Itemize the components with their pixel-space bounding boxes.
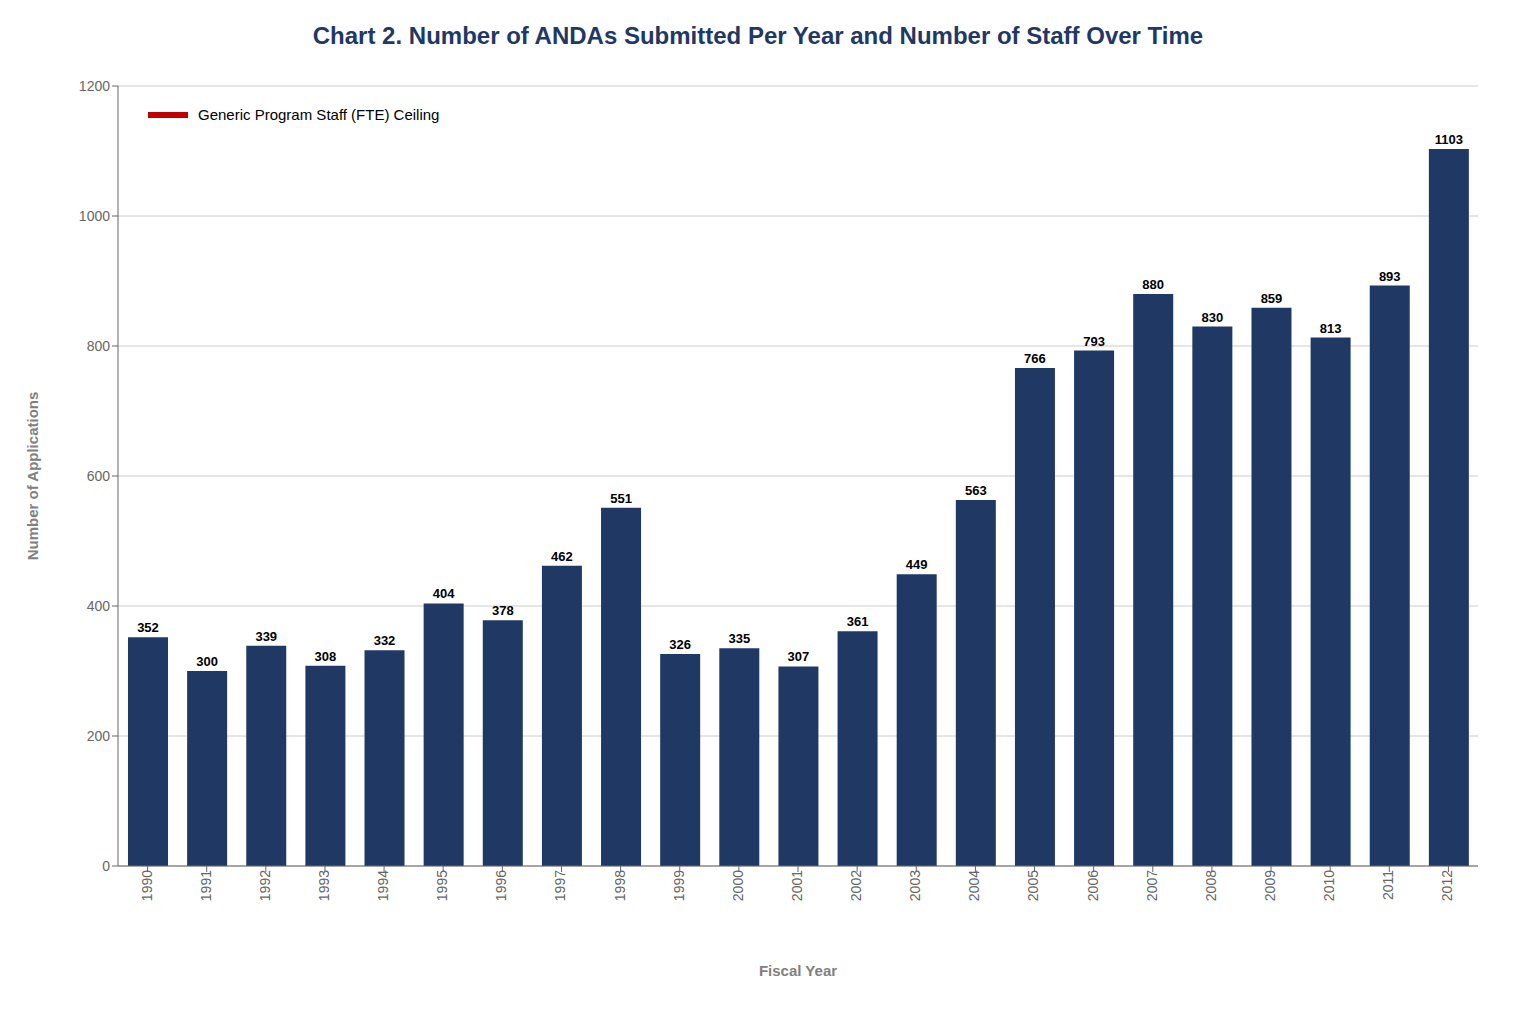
svg-text:563: 563 xyxy=(965,483,987,498)
svg-text:1991: 1991 xyxy=(198,870,214,901)
svg-text:2010: 2010 xyxy=(1321,870,1337,901)
svg-text:335: 335 xyxy=(728,631,750,646)
svg-text:830: 830 xyxy=(1201,310,1223,325)
svg-text:378: 378 xyxy=(492,603,514,618)
svg-text:2005: 2005 xyxy=(1025,870,1041,901)
svg-text:462: 462 xyxy=(551,549,573,564)
svg-text:339: 339 xyxy=(255,629,277,644)
svg-text:1992: 1992 xyxy=(257,870,273,901)
svg-text:1994: 1994 xyxy=(375,870,391,901)
svg-text:326: 326 xyxy=(669,637,691,652)
svg-text:308: 308 xyxy=(315,649,337,664)
html-text:Generic Program Staff (FTE) Ce: Generic Program Staff (FTE) Ceiling xyxy=(198,106,440,123)
svg-text:2012: 2012 xyxy=(1439,870,1455,901)
svg-text:551: 551 xyxy=(610,491,632,506)
svg-text:2000: 2000 xyxy=(730,870,746,901)
svg-text:200: 200 xyxy=(87,728,111,744)
svg-text:2004: 2004 xyxy=(966,870,982,901)
svg-text:1000: 1000 xyxy=(79,208,110,224)
svg-text:449: 449 xyxy=(906,557,928,572)
svg-text:1997: 1997 xyxy=(552,870,568,901)
svg-text:800: 800 xyxy=(87,338,111,354)
svg-text:2002: 2002 xyxy=(848,870,864,901)
svg-text:2011: 2011 xyxy=(1380,870,1396,900)
svg-text:2009: 2009 xyxy=(1262,870,1278,901)
svg-text:361: 361 xyxy=(847,614,869,629)
svg-text:400: 400 xyxy=(87,598,111,614)
svg-text:2003: 2003 xyxy=(907,870,923,901)
svg-text:2001: 2001 xyxy=(789,870,805,901)
svg-text:2007: 2007 xyxy=(1144,870,1160,901)
svg-text:600: 600 xyxy=(87,468,111,484)
svg-text:1999: 1999 xyxy=(671,870,687,901)
svg-text:1996: 1996 xyxy=(493,870,509,901)
svg-text:2008: 2008 xyxy=(1203,870,1219,901)
svg-text:0: 0 xyxy=(102,858,110,874)
svg-text:893: 893 xyxy=(1379,269,1401,284)
svg-text:332: 332 xyxy=(374,633,396,648)
svg-text:404: 404 xyxy=(433,586,455,601)
svg-text:352: 352 xyxy=(137,620,159,635)
svg-text:1993: 1993 xyxy=(316,870,332,901)
svg-text:1200: 1200 xyxy=(79,78,110,94)
svg-text:Number of Applications: Number of Applications xyxy=(24,392,41,561)
svg-text:300: 300 xyxy=(196,654,218,669)
svg-text:307: 307 xyxy=(788,649,810,664)
svg-text:1998: 1998 xyxy=(612,870,628,901)
svg-text:1990: 1990 xyxy=(139,870,155,901)
svg-text:793: 793 xyxy=(1083,334,1105,349)
svg-text:1995: 1995 xyxy=(434,870,450,901)
svg-text:880: 880 xyxy=(1142,277,1164,292)
svg-text:2006: 2006 xyxy=(1085,870,1101,901)
svg-text:Fiscal Year: Fiscal Year xyxy=(759,962,837,979)
svg-text:766: 766 xyxy=(1024,351,1046,366)
svg-text:859: 859 xyxy=(1261,291,1283,306)
svg-text:1103: 1103 xyxy=(1435,132,1463,147)
html-text:Chart 2. Number of ANDAs Submi: Chart 2. Number of ANDAs Submitted Per Y… xyxy=(312,22,1204,49)
svg-text:813: 813 xyxy=(1320,321,1342,336)
